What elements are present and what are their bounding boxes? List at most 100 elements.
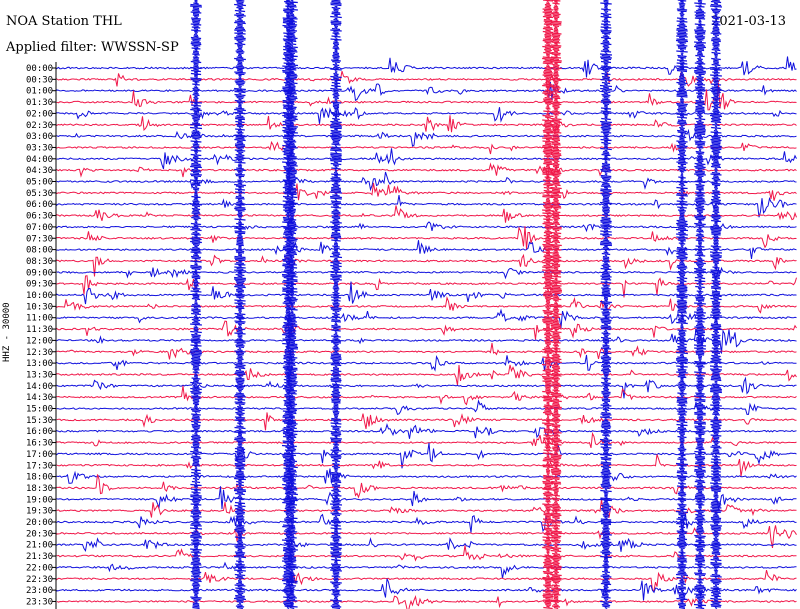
- event-column: [329, 0, 343, 609]
- trace-line: [56, 140, 797, 155]
- trace-line: [56, 281, 797, 305]
- event-column: [599, 0, 613, 609]
- event-column: [541, 0, 555, 609]
- tick-label: 20:00: [26, 518, 53, 528]
- trace-line: [56, 56, 797, 78]
- trace-line: [56, 182, 797, 201]
- tick-label: 21:30: [26, 552, 53, 562]
- trace-line: [56, 275, 797, 298]
- trace-line: [56, 474, 797, 499]
- trace-line: [56, 525, 797, 548]
- trace-line: [56, 594, 797, 609]
- tick-label: 03:00: [26, 132, 53, 142]
- trace-line: [56, 70, 797, 92]
- tick-label: 23:30: [26, 597, 53, 607]
- trace-line: [56, 320, 797, 340]
- trace-line: [56, 195, 797, 218]
- tick-label: 13:00: [26, 359, 53, 369]
- trace-line: [56, 240, 797, 259]
- tick-label: 17:00: [26, 450, 53, 460]
- event-column: [189, 0, 203, 609]
- tick-label: 18:30: [26, 484, 53, 494]
- trace-line: [56, 376, 797, 399]
- trace-line: [56, 162, 797, 180]
- trace-line: [56, 342, 797, 360]
- date-label: 2021-03-13: [711, 14, 786, 29]
- trace-line: [56, 354, 797, 372]
- tick-label: 01:00: [26, 87, 53, 97]
- event-column: [285, 0, 299, 609]
- trace-line: [56, 148, 797, 170]
- tick-label: 10:00: [26, 291, 53, 301]
- trace-line: [56, 205, 797, 223]
- trace-line: [56, 423, 797, 439]
- trace-line: [56, 442, 797, 469]
- tick-label: 02:30: [26, 121, 53, 131]
- tick-label: 21:00: [26, 541, 53, 551]
- tick-label: 04:00: [26, 155, 53, 165]
- trace-line: [56, 308, 797, 329]
- tick-label: 15:00: [26, 405, 53, 415]
- trace-line: [56, 486, 797, 511]
- trace-line: [56, 171, 797, 192]
- tick-label: 10:30: [26, 302, 53, 312]
- tick-label: 17:30: [26, 461, 53, 471]
- tick-label: 14:30: [26, 393, 53, 403]
- tick-label: 05:30: [26, 189, 53, 199]
- event-column: [675, 0, 689, 609]
- trace-line: [56, 399, 797, 416]
- trace-line: [56, 226, 797, 250]
- tick-label: 16:30: [26, 439, 53, 449]
- tick-label: 12:00: [26, 336, 53, 346]
- event-column: [709, 0, 723, 609]
- trace-line: [56, 82, 797, 102]
- trace-line: [56, 106, 797, 124]
- tick-label: 05:00: [26, 178, 53, 188]
- tick-label: 22:30: [26, 575, 53, 585]
- filter-label: Applied filter: WWSSN-SP: [6, 40, 179, 55]
- traces: [56, 0, 797, 609]
- tick-label: 18:00: [26, 473, 53, 483]
- trace-line: [56, 412, 797, 431]
- tick-label: 23:00: [26, 586, 53, 596]
- tick-label: 07:00: [26, 223, 53, 233]
- tick-label: 01:30: [26, 98, 53, 108]
- trace-line: [56, 499, 797, 518]
- trace-line: [56, 221, 797, 233]
- tick-label: 15:30: [26, 416, 53, 426]
- trace-line: [56, 266, 797, 282]
- trace-line: [56, 253, 797, 277]
- tick-label: 00:00: [26, 64, 53, 74]
- event-column: [549, 0, 563, 609]
- trace-line: [56, 128, 797, 147]
- trace-line: [56, 561, 797, 579]
- trace-line: [56, 578, 797, 601]
- tick-label: 06:30: [26, 212, 53, 222]
- tick-label: 08:00: [26, 246, 53, 256]
- tick-label: 08:30: [26, 257, 53, 267]
- trace-line: [56, 431, 797, 449]
- trace-line: [56, 296, 797, 314]
- tick-label: 16:00: [26, 427, 53, 437]
- tick-label: 19:30: [26, 507, 53, 517]
- station-title: NOA Station THL: [6, 14, 122, 29]
- trace-line: [56, 364, 797, 386]
- trace-line: [56, 115, 797, 134]
- tick-label: 19:00: [26, 495, 53, 505]
- tick-label: 07:30: [26, 234, 53, 244]
- tick-label: 00:30: [26, 75, 53, 85]
- trace-line: [56, 569, 797, 592]
- tick-label: 02:00: [26, 109, 53, 119]
- trace-line: [56, 468, 797, 484]
- tick-label: 04:30: [26, 166, 53, 176]
- tick-label: 14:00: [26, 382, 53, 392]
- trace-line: [56, 454, 797, 477]
- tick-label: 03:30: [26, 143, 53, 153]
- tick-label: 12:30: [26, 348, 53, 358]
- trace-line: [56, 82, 797, 111]
- tick-label: 20:30: [26, 529, 53, 539]
- tick-label: 09:00: [26, 268, 53, 278]
- trace-line: [56, 385, 797, 406]
